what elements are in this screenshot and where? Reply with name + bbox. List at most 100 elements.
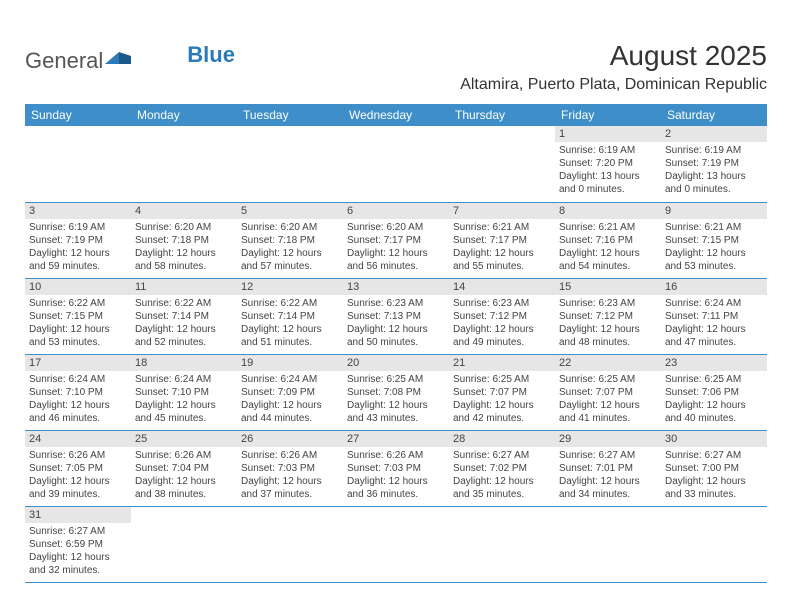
day-number: 18 bbox=[131, 355, 237, 371]
weekday-header: Saturday bbox=[661, 104, 767, 126]
day-number: 12 bbox=[237, 279, 343, 295]
weekday-header: Tuesday bbox=[237, 104, 343, 126]
calendar-cell: 19Sunrise: 6:24 AMSunset: 7:09 PMDayligh… bbox=[237, 354, 343, 430]
weekday-header: Sunday bbox=[25, 104, 131, 126]
calendar-cell-empty bbox=[237, 506, 343, 582]
day-details: Sunrise: 6:22 AMSunset: 7:14 PMDaylight:… bbox=[237, 295, 343, 351]
calendar-row: 1Sunrise: 6:19 AMSunset: 7:20 PMDaylight… bbox=[25, 126, 767, 202]
day-number: 29 bbox=[555, 431, 661, 447]
day-number: 11 bbox=[131, 279, 237, 295]
calendar-cell: 13Sunrise: 6:23 AMSunset: 7:13 PMDayligh… bbox=[343, 278, 449, 354]
calendar-cell: 25Sunrise: 6:26 AMSunset: 7:04 PMDayligh… bbox=[131, 430, 237, 506]
day-details: Sunrise: 6:19 AMSunset: 7:20 PMDaylight:… bbox=[555, 142, 661, 198]
calendar-cell: 27Sunrise: 6:26 AMSunset: 7:03 PMDayligh… bbox=[343, 430, 449, 506]
day-details: Sunrise: 6:24 AMSunset: 7:10 PMDaylight:… bbox=[25, 371, 131, 427]
day-details: Sunrise: 6:27 AMSunset: 7:01 PMDaylight:… bbox=[555, 447, 661, 503]
weekday-header: Monday bbox=[131, 104, 237, 126]
day-number: 2 bbox=[661, 126, 767, 142]
day-details: Sunrise: 6:23 AMSunset: 7:12 PMDaylight:… bbox=[555, 295, 661, 351]
day-number: 3 bbox=[25, 203, 131, 219]
day-details: Sunrise: 6:27 AMSunset: 7:02 PMDaylight:… bbox=[449, 447, 555, 503]
day-details: Sunrise: 6:20 AMSunset: 7:18 PMDaylight:… bbox=[131, 219, 237, 275]
calendar-cell: 20Sunrise: 6:25 AMSunset: 7:08 PMDayligh… bbox=[343, 354, 449, 430]
day-details: Sunrise: 6:24 AMSunset: 7:10 PMDaylight:… bbox=[131, 371, 237, 427]
calendar-cell: 17Sunrise: 6:24 AMSunset: 7:10 PMDayligh… bbox=[25, 354, 131, 430]
calendar-cell: 14Sunrise: 6:23 AMSunset: 7:12 PMDayligh… bbox=[449, 278, 555, 354]
day-number: 4 bbox=[131, 203, 237, 219]
day-number: 6 bbox=[343, 203, 449, 219]
calendar-cell: 10Sunrise: 6:22 AMSunset: 7:15 PMDayligh… bbox=[25, 278, 131, 354]
calendar-cell: 15Sunrise: 6:23 AMSunset: 7:12 PMDayligh… bbox=[555, 278, 661, 354]
day-number: 9 bbox=[661, 203, 767, 219]
day-number: 23 bbox=[661, 355, 767, 371]
month-title: August 2025 bbox=[460, 40, 767, 72]
weekday-header: Friday bbox=[555, 104, 661, 126]
calendar-cell-empty bbox=[661, 506, 767, 582]
calendar-cell: 29Sunrise: 6:27 AMSunset: 7:01 PMDayligh… bbox=[555, 430, 661, 506]
day-number: 8 bbox=[555, 203, 661, 219]
day-number: 28 bbox=[449, 431, 555, 447]
day-number: 26 bbox=[237, 431, 343, 447]
day-details: Sunrise: 6:21 AMSunset: 7:17 PMDaylight:… bbox=[449, 219, 555, 275]
day-number: 30 bbox=[661, 431, 767, 447]
weekday-header: Thursday bbox=[449, 104, 555, 126]
title-block: August 2025 Altamira, Puerto Plata, Domi… bbox=[460, 40, 767, 94]
calendar-row: 31Sunrise: 6:27 AMSunset: 6:59 PMDayligh… bbox=[25, 506, 767, 582]
day-details: Sunrise: 6:26 AMSunset: 7:05 PMDaylight:… bbox=[25, 447, 131, 503]
calendar-cell: 7Sunrise: 6:21 AMSunset: 7:17 PMDaylight… bbox=[449, 202, 555, 278]
calendar-cell: 30Sunrise: 6:27 AMSunset: 7:00 PMDayligh… bbox=[661, 430, 767, 506]
calendar-cell-empty bbox=[131, 126, 237, 202]
calendar-cell: 12Sunrise: 6:22 AMSunset: 7:14 PMDayligh… bbox=[237, 278, 343, 354]
calendar-row: 17Sunrise: 6:24 AMSunset: 7:10 PMDayligh… bbox=[25, 354, 767, 430]
day-number: 22 bbox=[555, 355, 661, 371]
day-details: Sunrise: 6:20 AMSunset: 7:17 PMDaylight:… bbox=[343, 219, 449, 275]
calendar-cell: 1Sunrise: 6:19 AMSunset: 7:20 PMDaylight… bbox=[555, 126, 661, 202]
calendar-cell: 2Sunrise: 6:19 AMSunset: 7:19 PMDaylight… bbox=[661, 126, 767, 202]
calendar-cell: 3Sunrise: 6:19 AMSunset: 7:19 PMDaylight… bbox=[25, 202, 131, 278]
day-details: Sunrise: 6:26 AMSunset: 7:04 PMDaylight:… bbox=[131, 447, 237, 503]
day-details: Sunrise: 6:23 AMSunset: 7:13 PMDaylight:… bbox=[343, 295, 449, 351]
calendar-cell: 6Sunrise: 6:20 AMSunset: 7:17 PMDaylight… bbox=[343, 202, 449, 278]
calendar-cell: 9Sunrise: 6:21 AMSunset: 7:15 PMDaylight… bbox=[661, 202, 767, 278]
day-number: 21 bbox=[449, 355, 555, 371]
calendar-cell: 26Sunrise: 6:26 AMSunset: 7:03 PMDayligh… bbox=[237, 430, 343, 506]
calendar-cell-empty bbox=[449, 126, 555, 202]
calendar-row: 24Sunrise: 6:26 AMSunset: 7:05 PMDayligh… bbox=[25, 430, 767, 506]
day-number: 13 bbox=[343, 279, 449, 295]
calendar-cell-empty bbox=[131, 506, 237, 582]
calendar-cell: 31Sunrise: 6:27 AMSunset: 6:59 PMDayligh… bbox=[25, 506, 131, 582]
day-number: 10 bbox=[25, 279, 131, 295]
day-details: Sunrise: 6:26 AMSunset: 7:03 PMDaylight:… bbox=[343, 447, 449, 503]
day-details: Sunrise: 6:21 AMSunset: 7:16 PMDaylight:… bbox=[555, 219, 661, 275]
day-number: 25 bbox=[131, 431, 237, 447]
calendar-cell: 28Sunrise: 6:27 AMSunset: 7:02 PMDayligh… bbox=[449, 430, 555, 506]
day-number: 19 bbox=[237, 355, 343, 371]
day-details: Sunrise: 6:20 AMSunset: 7:18 PMDaylight:… bbox=[237, 219, 343, 275]
calendar-cell-empty bbox=[237, 126, 343, 202]
day-number: 17 bbox=[25, 355, 131, 371]
calendar-cell: 16Sunrise: 6:24 AMSunset: 7:11 PMDayligh… bbox=[661, 278, 767, 354]
day-details: Sunrise: 6:23 AMSunset: 7:12 PMDaylight:… bbox=[449, 295, 555, 351]
day-number: 7 bbox=[449, 203, 555, 219]
day-details: Sunrise: 6:26 AMSunset: 7:03 PMDaylight:… bbox=[237, 447, 343, 503]
day-number: 1 bbox=[555, 126, 661, 142]
calendar-cell: 5Sunrise: 6:20 AMSunset: 7:18 PMDaylight… bbox=[237, 202, 343, 278]
day-number: 31 bbox=[25, 507, 131, 523]
weekday-header: Wednesday bbox=[343, 104, 449, 126]
day-details: Sunrise: 6:22 AMSunset: 7:14 PMDaylight:… bbox=[131, 295, 237, 351]
calendar-cell: 21Sunrise: 6:25 AMSunset: 7:07 PMDayligh… bbox=[449, 354, 555, 430]
day-details: Sunrise: 6:19 AMSunset: 7:19 PMDaylight:… bbox=[661, 142, 767, 198]
calendar-table: SundayMondayTuesdayWednesdayThursdayFrid… bbox=[25, 104, 767, 583]
day-number: 27 bbox=[343, 431, 449, 447]
day-details: Sunrise: 6:19 AMSunset: 7:19 PMDaylight:… bbox=[25, 219, 131, 275]
logo-flag-icon bbox=[105, 48, 133, 74]
day-details: Sunrise: 6:21 AMSunset: 7:15 PMDaylight:… bbox=[661, 219, 767, 275]
calendar-row: 3Sunrise: 6:19 AMSunset: 7:19 PMDaylight… bbox=[25, 202, 767, 278]
day-number: 15 bbox=[555, 279, 661, 295]
calendar-row: 10Sunrise: 6:22 AMSunset: 7:15 PMDayligh… bbox=[25, 278, 767, 354]
calendar-cell: 4Sunrise: 6:20 AMSunset: 7:18 PMDaylight… bbox=[131, 202, 237, 278]
logo-text-general: General bbox=[25, 48, 103, 74]
logo: General Blue bbox=[25, 48, 235, 74]
logo-text-blue: Blue bbox=[187, 42, 235, 68]
day-details: Sunrise: 6:25 AMSunset: 7:07 PMDaylight:… bbox=[449, 371, 555, 427]
